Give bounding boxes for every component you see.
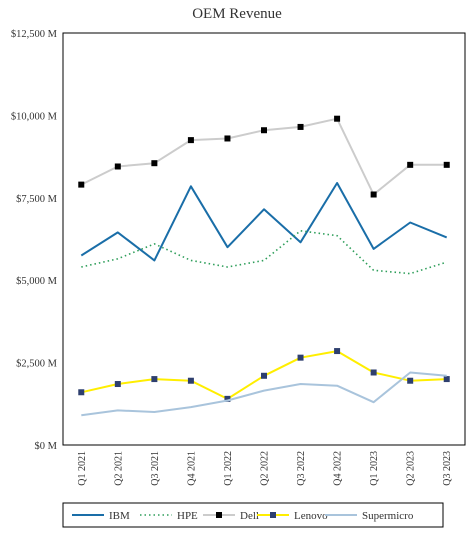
data-point-dell bbox=[187, 137, 194, 144]
legend-label-dell: Dell bbox=[240, 510, 259, 522]
x-tick-label: Q4 2022 bbox=[333, 451, 344, 486]
chart-title: OEM Revenue bbox=[192, 6, 282, 22]
data-point-dell bbox=[78, 181, 85, 188]
x-tick-label: Q3 2023 bbox=[442, 451, 453, 486]
x-tick-label: Q2 2023 bbox=[406, 451, 417, 486]
y-tick-label: $0 M bbox=[35, 441, 58, 452]
data-point-lenovo bbox=[151, 376, 158, 383]
data-point-lenovo bbox=[407, 377, 414, 384]
x-tick-label: Q1 2021 bbox=[77, 451, 88, 486]
x-axis: Q1 2021 Q2 2021 Q3 2021 Q4 2021 Q1 2022 Q2 20… bbox=[77, 451, 453, 486]
x-tick-label: Q2 2021 bbox=[113, 451, 124, 486]
data-point-dell bbox=[224, 135, 231, 142]
data-point-dell bbox=[334, 115, 341, 122]
data-point-dell bbox=[370, 191, 377, 198]
series-line-supermicro bbox=[81, 371, 447, 417]
y-tick-label: $12,500 M bbox=[11, 29, 58, 40]
plot-area bbox=[62, 32, 466, 446]
data-point-lenovo bbox=[224, 395, 231, 402]
legend-marker-lenovo bbox=[270, 512, 276, 518]
x-tick-label: Q2 2022 bbox=[260, 451, 271, 486]
data-point-lenovo bbox=[297, 354, 304, 361]
data-point-lenovo bbox=[334, 348, 341, 355]
data-point-dell bbox=[297, 123, 304, 130]
series-line-ibm bbox=[80, 182, 448, 262]
series-line-hpe bbox=[81, 230, 447, 275]
data-point-dell bbox=[151, 160, 158, 167]
x-tick-label: Q1 2023 bbox=[369, 451, 380, 486]
y-axis: $0 M $2,500 M $5,000 M $7,500 M $10,000 M $12… bbox=[11, 29, 58, 452]
x-tick-label: Q3 2021 bbox=[150, 451, 161, 486]
data-point-lenovo bbox=[370, 369, 377, 376]
data-point-dell bbox=[443, 161, 450, 168]
legend-label-lenovo: Lenovo bbox=[294, 510, 328, 522]
legend-box bbox=[62, 502, 444, 528]
y-tick-label: $7,500 M bbox=[16, 194, 58, 205]
data-point-dell bbox=[114, 163, 121, 170]
data-point-lenovo bbox=[114, 381, 121, 388]
legend-label-ibm: IBM bbox=[109, 510, 130, 522]
data-point-dell bbox=[407, 161, 414, 168]
data-point-lenovo bbox=[443, 376, 450, 383]
x-tick-label: Q1 2022 bbox=[223, 451, 234, 486]
legend: IBM HPE Dell Lenovo Supermicro bbox=[62, 502, 444, 528]
data-point-lenovo bbox=[187, 377, 194, 384]
data-point-dell bbox=[261, 127, 267, 134]
y-tick-label: $2,500 M bbox=[16, 359, 58, 370]
legend-label-hpe: HPE bbox=[177, 510, 198, 522]
x-tick-label: Q3 2022 bbox=[296, 451, 307, 486]
legend-label-supermicro: Supermicro bbox=[362, 510, 414, 522]
data-point-lenovo bbox=[261, 372, 267, 379]
y-tick-label: $5,000 M bbox=[16, 276, 58, 287]
x-tick-label: Q4 2021 bbox=[186, 451, 197, 486]
y-tick-label: $10,000 M bbox=[11, 111, 58, 122]
legend-marker-dell bbox=[216, 512, 222, 518]
data-point-lenovo bbox=[78, 389, 85, 396]
series-layer bbox=[78, 115, 450, 417]
